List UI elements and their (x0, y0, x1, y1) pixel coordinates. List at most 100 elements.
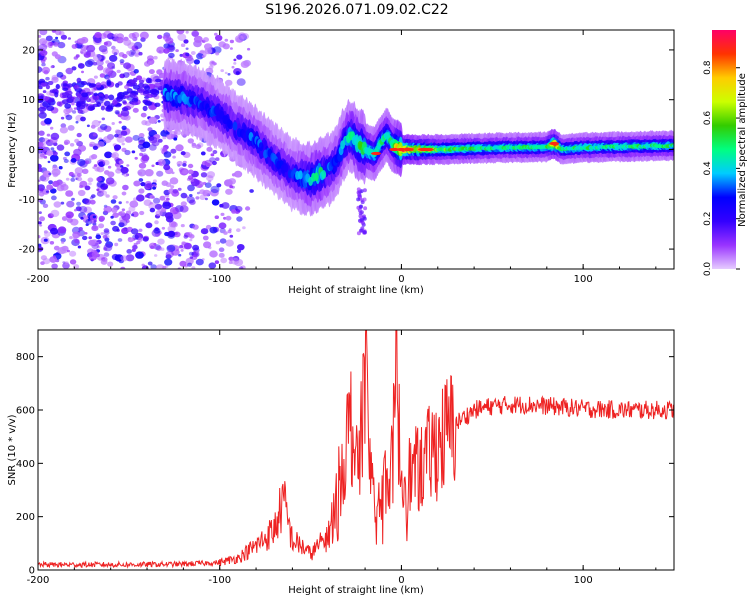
noise-cell (77, 189, 86, 197)
noise-cell (38, 179, 41, 182)
noise-cell (51, 263, 58, 269)
noise-cell (362, 197, 367, 202)
noise-cell (227, 73, 231, 76)
noise-cell (104, 170, 110, 175)
noise-cell (52, 180, 60, 187)
noise-cell (362, 188, 367, 193)
noise-cell (62, 83, 68, 87)
noise-cell (44, 118, 52, 125)
noise-cell (51, 195, 57, 201)
noise-cell (210, 153, 215, 157)
noise-cell (38, 43, 48, 51)
snr-xtick-label: 0 (398, 575, 404, 586)
noise-cell (66, 249, 70, 253)
noise-cell (67, 125, 75, 131)
noise-cell (73, 148, 82, 156)
noise-cell (138, 228, 143, 232)
noise-cell (180, 151, 186, 156)
noise-cell (52, 172, 59, 178)
noise-cell (99, 73, 106, 78)
noise-cell (47, 80, 54, 86)
noise-cell (86, 44, 96, 53)
noise-cell (215, 34, 223, 42)
noise-cell (183, 39, 189, 44)
noise-cell (39, 146, 48, 153)
noise-cell (103, 41, 108, 46)
noise-cell (206, 171, 215, 179)
noise-cell (356, 197, 361, 202)
noise-cell (208, 246, 212, 250)
noise-cell (164, 264, 169, 268)
noise-cell (236, 216, 243, 222)
noise-cell (195, 196, 200, 200)
noise-cell (162, 147, 168, 152)
noise-cell (79, 97, 86, 103)
noise-cell (39, 188, 44, 192)
noise-cell (112, 212, 119, 218)
noise-cell (224, 38, 229, 42)
noise-cell (70, 158, 77, 163)
noise-cell (191, 30, 200, 37)
noise-cell (172, 155, 176, 159)
noise-cell (236, 249, 242, 253)
colorbar: 0.0 0.2 0.4 0.6 0.8 Normalized spectral ampl… (703, 30, 748, 276)
noise-cell (71, 66, 77, 71)
noise-cell (137, 143, 145, 150)
noise-cell (185, 257, 194, 265)
noise-cell (53, 42, 59, 47)
noise-cell (230, 257, 240, 265)
noise-cell (100, 232, 104, 236)
noise-cell (196, 53, 204, 60)
noise-cell (125, 200, 129, 204)
noise-cell (221, 202, 230, 209)
noise-cell (77, 207, 81, 211)
noise-cell (73, 84, 80, 90)
noise-cell (40, 59, 46, 64)
noise-cell (219, 238, 227, 244)
noise-cell (363, 206, 368, 211)
noise-cell (199, 194, 206, 200)
noise-cell (88, 155, 95, 160)
noise-cell (185, 30, 189, 34)
noise-cell (40, 82, 48, 87)
noise-cell (87, 105, 95, 111)
noise-cell (65, 177, 70, 181)
noise-cell (114, 242, 119, 247)
noise-cell (155, 245, 162, 251)
noise-cell (45, 35, 53, 42)
noise-cell (117, 113, 123, 118)
noise-cell (118, 121, 122, 124)
noise-cell (87, 177, 94, 183)
noise-cell (89, 217, 98, 224)
noise-cell (73, 56, 79, 60)
noise-cell (88, 132, 98, 140)
noise-cell (180, 43, 186, 47)
noise-cell (67, 37, 71, 40)
noise-cell (142, 105, 148, 112)
noise-cell (77, 159, 86, 166)
noise-cell (61, 216, 68, 221)
noise-cell (165, 250, 174, 258)
noise-cell (65, 114, 73, 121)
noise-cell (157, 238, 165, 245)
noise-cell (158, 161, 163, 165)
noise-cell (187, 262, 193, 267)
noise-cell (84, 185, 91, 191)
noise-cell (102, 185, 108, 189)
noise-cell (131, 150, 136, 154)
noise-cell (76, 201, 82, 206)
noise-cell (97, 141, 105, 148)
noise-cell (204, 159, 213, 167)
noise-cell (150, 264, 157, 269)
noise-cell (110, 199, 117, 204)
noise-cell (46, 133, 51, 137)
noise-cell (38, 130, 45, 136)
noise-cell (359, 204, 363, 209)
noise-cell (64, 151, 71, 157)
noise-cell (61, 241, 65, 244)
noise-cell (38, 34, 42, 38)
noise-cell (114, 133, 119, 138)
noise-cell (137, 136, 146, 143)
noise-cell (165, 37, 174, 44)
noise-cell (151, 164, 155, 168)
